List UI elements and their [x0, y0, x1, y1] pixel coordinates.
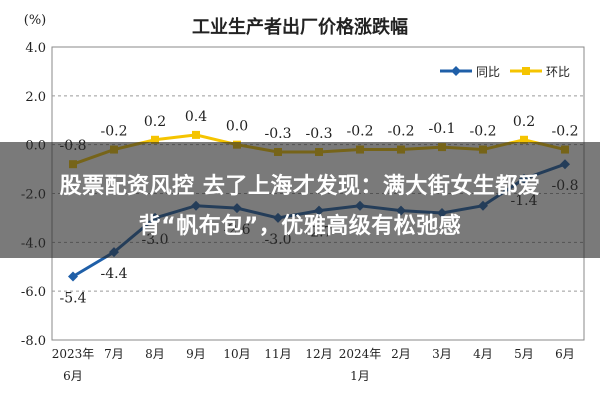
- x-tick-label: 2月: [391, 347, 411, 361]
- y-tick-label: -8.0: [21, 334, 46, 349]
- chart-title: 工业生产者出厂价格涨跌幅: [192, 16, 408, 38]
- data-label: 0.0: [226, 119, 248, 135]
- y-tick-label: 4.0: [25, 41, 46, 56]
- x-tick-label: 7月: [104, 347, 124, 361]
- data-label: -0.2: [101, 124, 128, 140]
- data-label: -0.2: [552, 124, 579, 140]
- x-tick-label: 8月: [145, 347, 165, 361]
- legend-swatch-marker: [451, 66, 461, 76]
- series-point: [192, 130, 200, 139]
- overlay-banner: [0, 142, 600, 258]
- data-label: -0.3: [306, 126, 333, 142]
- data-label: 0.2: [513, 114, 535, 130]
- series-point: [151, 135, 159, 144]
- x-tick-label: 11月: [264, 347, 291, 361]
- x-tick-label: 5月: [514, 347, 534, 361]
- x-tick-label: 6月: [555, 347, 575, 361]
- chart-legend: 同比 环比: [440, 65, 570, 79]
- x-tick-label-line2: 6月: [63, 369, 83, 383]
- data-label: -0.2: [347, 124, 374, 140]
- y-tick-label: -6.0: [21, 285, 46, 300]
- y-tick-label: 2.0: [25, 90, 46, 105]
- legend-label: 同比: [476, 65, 500, 79]
- data-label: 0.2: [144, 114, 166, 130]
- legend-swatch-marker: [522, 67, 530, 75]
- data-label: -0.1: [429, 121, 456, 137]
- banner-text-line-2: 背“帆布包”，优雅高级有松弛感: [138, 214, 462, 239]
- data-label: 0.4: [185, 109, 207, 125]
- series-point: [68, 271, 78, 282]
- data-label: -0.2: [470, 124, 497, 140]
- x-tick-label-line2: 1月: [350, 369, 370, 383]
- data-label: -0.2: [388, 124, 415, 140]
- x-tick-label: 2023年: [52, 347, 95, 361]
- x-tick-label: 4月: [473, 347, 493, 361]
- legend-label: 环比: [546, 65, 570, 79]
- x-tick-label: 2024年: [339, 347, 382, 361]
- data-label: -5.4: [60, 291, 87, 307]
- x-tick-label: 3月: [432, 347, 452, 361]
- x-tick-label: 10月: [223, 347, 250, 361]
- banner-text-line-1: 股票配资风控 去了上海才发现：满大街女生都爱: [59, 174, 541, 199]
- x-tick-label: 9月: [186, 347, 206, 361]
- data-label: -0.3: [265, 126, 292, 142]
- series-point: [520, 135, 528, 144]
- y-axis-unit: (%): [24, 13, 47, 28]
- data-label: -4.4: [101, 266, 128, 282]
- x-tick-label: 12月: [305, 347, 332, 361]
